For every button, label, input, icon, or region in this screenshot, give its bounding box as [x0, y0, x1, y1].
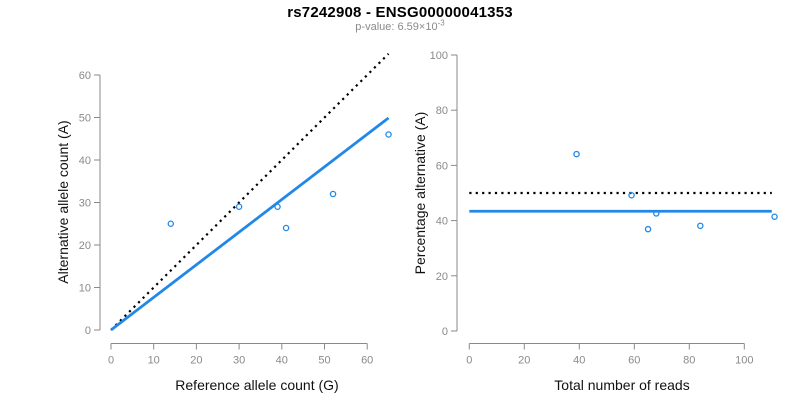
- y-tick-label: 80: [436, 105, 448, 117]
- data-point: [282, 224, 290, 232]
- data-point: [697, 222, 704, 230]
- data-point: [274, 203, 281, 210]
- x-tick-label: 40: [276, 355, 288, 367]
- x-axis-label: Reference allele count (G): [175, 377, 338, 393]
- x-tick-label: 60: [628, 355, 640, 367]
- y-tick-label: 10: [79, 283, 91, 295]
- y-tick-label: 40: [436, 216, 448, 228]
- right-scatter-plot: 0 20 40 60 80 100 0 20 40 60 80 100 Total number of …: [412, 50, 778, 393]
- y-axis-label: Percentage alternative (A): [412, 112, 428, 275]
- p-value-exponent: -3: [437, 18, 445, 28]
- x-tick-label: 40: [573, 355, 585, 367]
- x-tick-label: 30: [233, 355, 245, 367]
- y-tick-label: 100: [430, 50, 448, 62]
- data-point: [329, 190, 337, 198]
- x-axis-label: Total number of reads: [554, 377, 689, 393]
- data-point: [771, 213, 778, 220]
- x-tick-label: 20: [190, 355, 202, 367]
- x-tick-label: 0: [466, 355, 472, 367]
- x-tick-label: 80: [683, 355, 695, 367]
- left-scatter-plot: 0 10 20 30 40 50 60 0 10 20 30 40 50 60 Reference alle…: [55, 52, 392, 393]
- identity-line: [110, 52, 390, 331]
- data-point: [628, 191, 635, 199]
- y-tick-label: 60: [79, 70, 91, 82]
- x-tick-label: 20: [518, 355, 530, 367]
- y-tick-label: 20: [436, 271, 448, 283]
- data-point: [167, 220, 175, 227]
- y-tick-label: 50: [79, 113, 91, 125]
- x-tick-label: 50: [318, 355, 330, 367]
- figure-title: rs7242908 - ENSG00000041353: [287, 4, 513, 21]
- y-tick-label: 0: [85, 325, 91, 337]
- y-tick-label: 60: [436, 160, 448, 172]
- data-point: [573, 150, 580, 158]
- data-point: [653, 210, 660, 217]
- data-point: [644, 225, 652, 233]
- data-point: [235, 203, 243, 210]
- p-value-text: p-value: 6.59×10: [355, 21, 438, 33]
- y-tick-label: 40: [79, 155, 91, 167]
- data-point: [385, 131, 392, 138]
- x-tick-label: 60: [361, 355, 373, 367]
- y-axis-label: Alternative allele count (A): [55, 120, 71, 283]
- x-tick-label: 100: [735, 355, 753, 367]
- x-tick-label: 0: [108, 355, 114, 367]
- figure-subtitle: p-value: 6.59×10-3: [0, 18, 800, 33]
- y-tick-label: 0: [442, 326, 448, 338]
- y-tick-label: 20: [79, 240, 91, 252]
- fit-line: [110, 116, 390, 332]
- x-tick-label: 10: [148, 355, 160, 367]
- y-tick-label: 30: [79, 198, 91, 210]
